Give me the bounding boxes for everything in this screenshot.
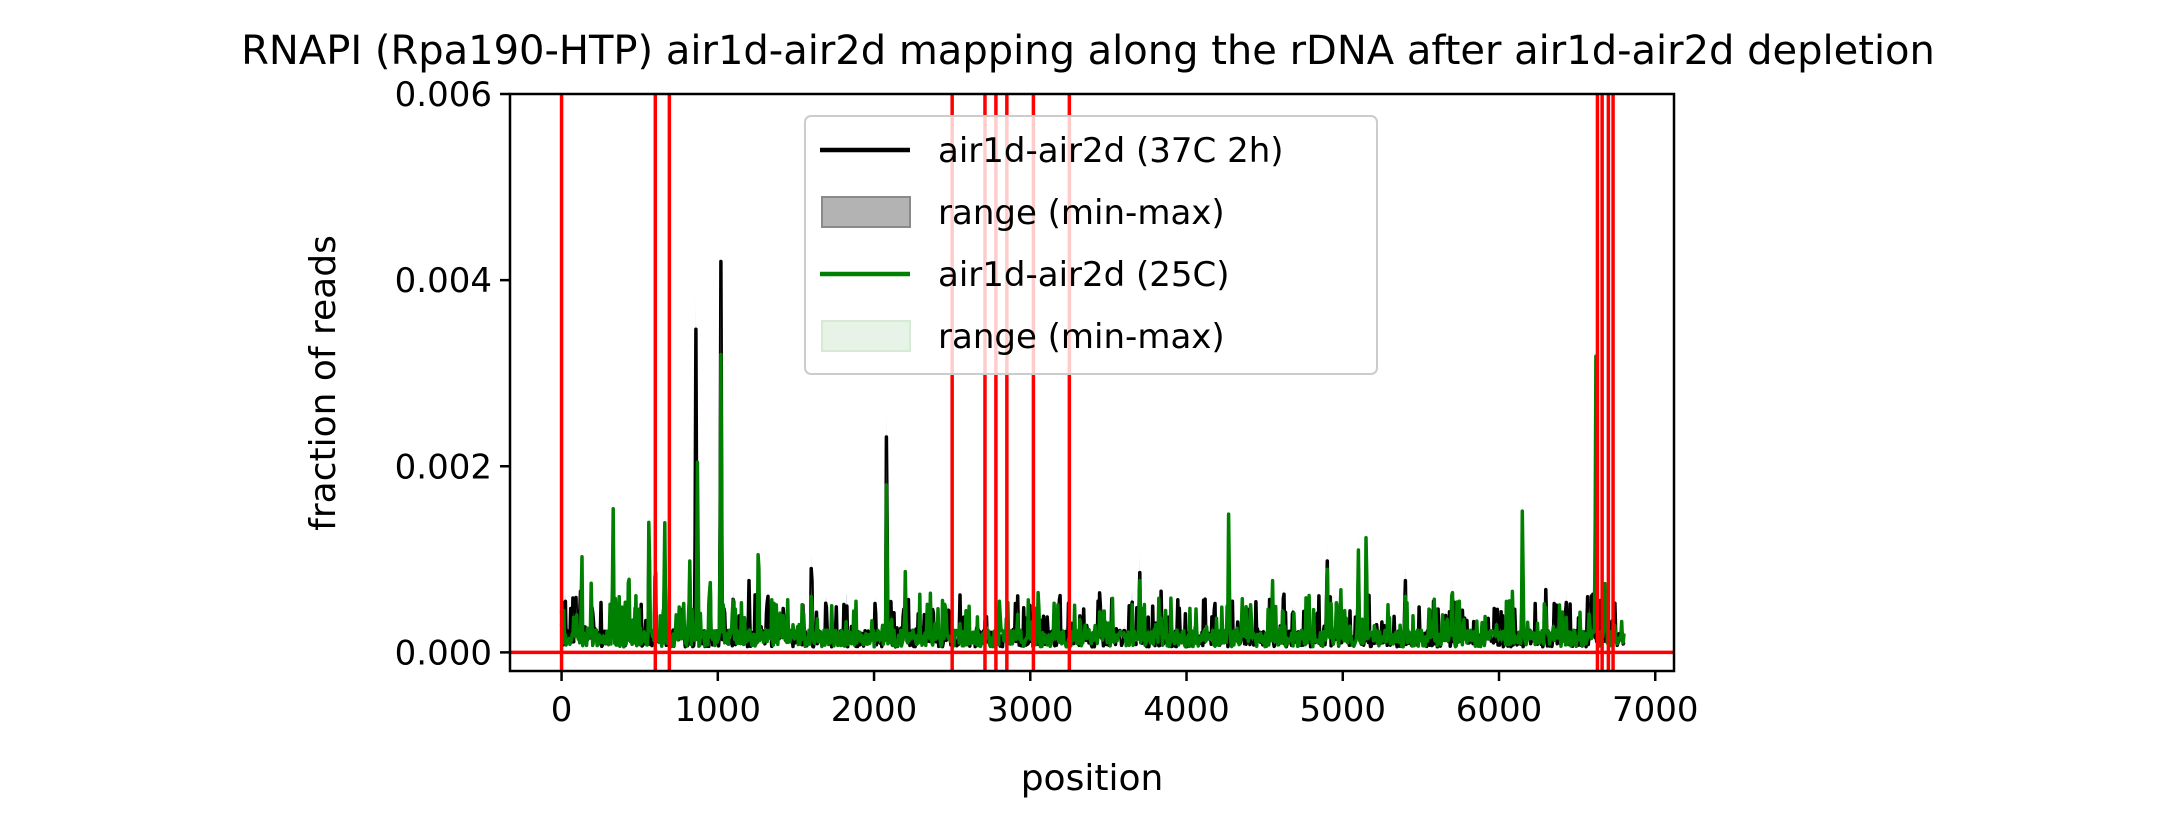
y-tick-label: 0.006 — [395, 75, 492, 115]
legend-label: air1d-air2d (37C 2h) — [938, 131, 1284, 171]
series-line-25c — [559, 352, 1626, 649]
x-tick-label: 1000 — [675, 690, 762, 730]
x-tick-label: 3000 — [987, 690, 1074, 730]
legend-label: range (min-max) — [938, 317, 1225, 357]
plot-frame — [508, 92, 1676, 673]
x-tick-label: 4000 — [1143, 690, 1230, 730]
x-tick-label: 0 — [551, 690, 573, 730]
y-tick-label: 0.004 — [395, 261, 492, 301]
legend-label: range (min-max) — [938, 193, 1225, 233]
x-tick-label: 2000 — [831, 690, 918, 730]
legend-label: air1d-air2d (25C) — [938, 255, 1230, 295]
legend-patch-swatch — [821, 196, 911, 228]
x-axis-ticks: 0 1000 2000 3000 4000 5000 6000 7000 — [551, 671, 1699, 730]
legend-box — [804, 115, 1378, 375]
x-tick-label: 5000 — [1300, 690, 1387, 730]
y-axis-label: fraction of reads — [303, 235, 344, 531]
legend: air1d-air2d (37C 2h) range (min-max) air1d… — [804, 115, 1378, 375]
chart-title: RNAPI (Rpa190-HTP) air1d-air2d mapping a… — [241, 28, 1935, 74]
y-tick-label: 0.002 — [395, 447, 492, 487]
y-tick-label: 0.000 — [395, 633, 492, 673]
x-tick-label: 6000 — [1456, 690, 1543, 730]
x-tick-label: 7000 — [1612, 690, 1699, 730]
y-axis-ticks: 0.000 0.002 0.004 0.006 — [395, 75, 510, 673]
x-axis-label: position — [1021, 758, 1164, 799]
legend-patch-swatch — [821, 320, 911, 352]
